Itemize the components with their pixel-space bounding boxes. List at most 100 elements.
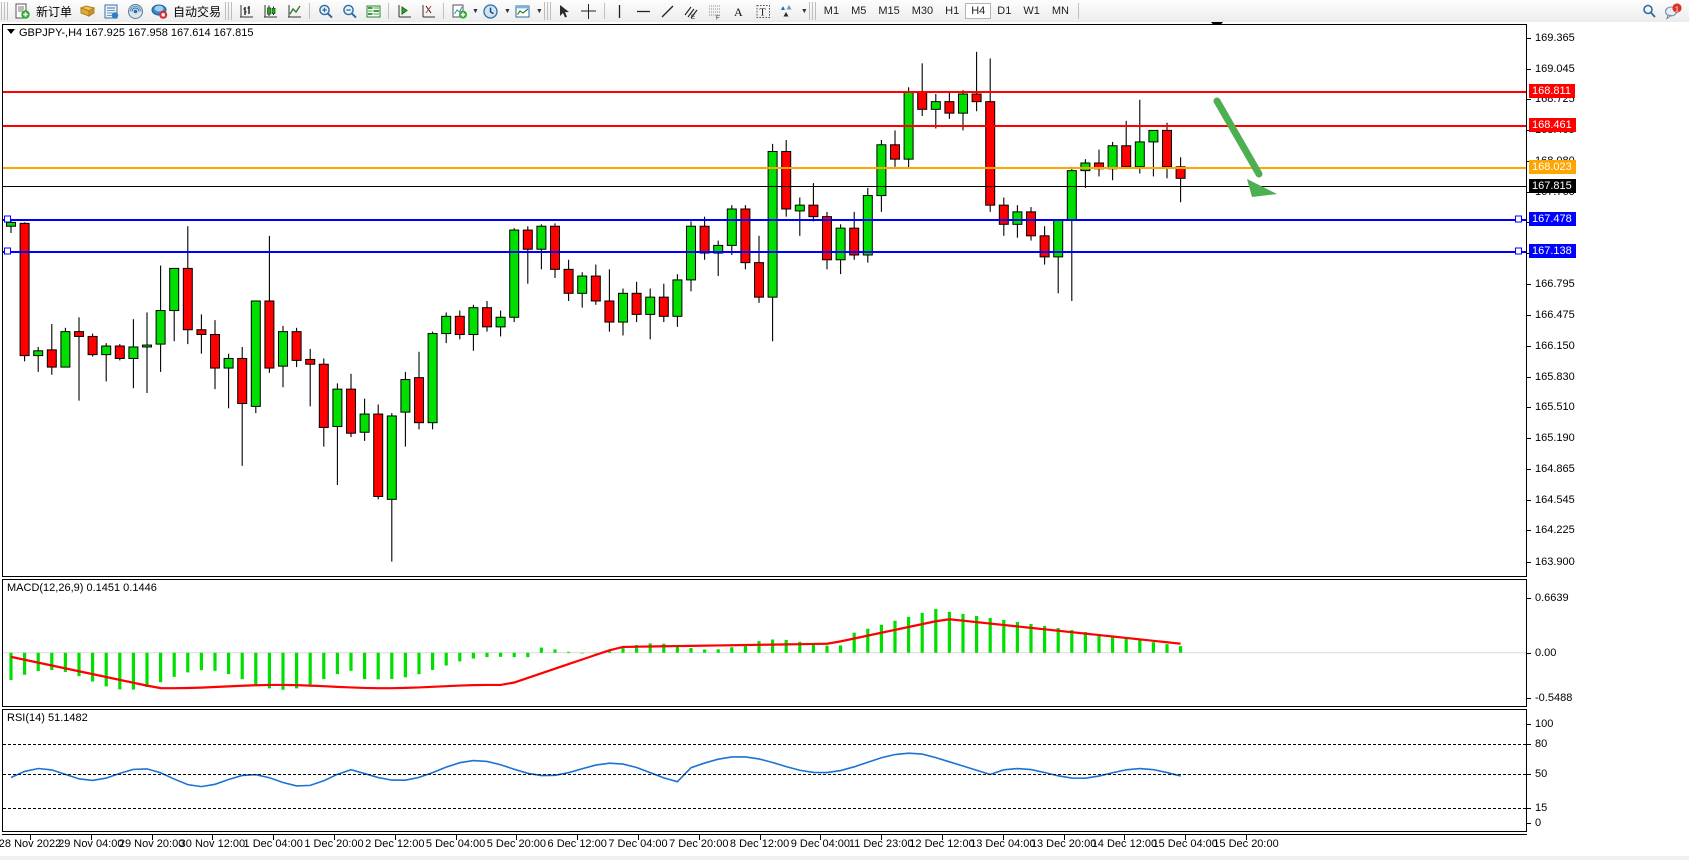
objects-dropdown-caret[interactable]: ▼ xyxy=(800,7,808,15)
timeframe-h4[interactable]: H4 xyxy=(965,3,992,19)
time-axis[interactable]: 28 Nov 2022 29 Nov 04:00 29 Nov 20:00 30 No… xyxy=(0,834,1527,858)
signal-icon[interactable] xyxy=(123,1,147,21)
new-order-label[interactable]: 新订单 xyxy=(36,4,73,19)
news-icon[interactable] xyxy=(99,1,123,21)
line-chart-icon[interactable] xyxy=(282,1,306,21)
level-line-current-price[interactable] xyxy=(3,186,1526,188)
price-tick-label: 165.830 xyxy=(1535,370,1575,383)
data-window-icon[interactable] xyxy=(361,1,385,21)
level-price-box-pivot-line[interactable]: 168.023 xyxy=(1529,159,1576,174)
time-tick xyxy=(1002,835,1004,840)
timeframe-m1[interactable]: M1 xyxy=(823,5,840,17)
level-price-box-resistance-lower[interactable]: 168.461 xyxy=(1529,117,1576,132)
rsi-tick xyxy=(1527,823,1531,824)
new-order-button[interactable] xyxy=(10,1,34,21)
crosshair-icon[interactable] xyxy=(577,1,601,21)
time-tick-label: 9 Dec 04:00 xyxy=(790,838,851,850)
notifications-icon[interactable]: 1 xyxy=(1661,1,1685,21)
period-dropdown-caret[interactable]: ▼ xyxy=(503,7,511,15)
trendline-icon[interactable] xyxy=(656,1,680,21)
alert-count: 1 xyxy=(1675,4,1679,13)
chart-area[interactable]: GBPJPY-,H4 167.925 167.958 167.614 167.8… xyxy=(0,22,1689,860)
price-tick xyxy=(1527,407,1531,409)
time-tick-label: 29 Nov 04:00 xyxy=(58,838,124,850)
toolbar-grip-3[interactable] xyxy=(543,2,551,20)
rsi-scale[interactable]: 100 80 50 15 0 xyxy=(1527,709,1687,832)
zoom-out-icon[interactable] xyxy=(337,1,361,21)
level-price-box-current-price[interactable]: 167.815 xyxy=(1529,179,1576,194)
level-line-support-lower[interactable] xyxy=(3,251,1526,254)
time-tick xyxy=(516,835,518,840)
time-tick-label: 13 Dec 04:00 xyxy=(970,838,1036,850)
time-tick-label: 15 Dec 04:00 xyxy=(1152,838,1218,850)
candle-chart-icon[interactable] xyxy=(258,1,282,21)
time-tick xyxy=(1185,835,1187,840)
level-line-support-upper[interactable] xyxy=(3,218,1526,221)
toolbar-grip-2[interactable] xyxy=(225,2,233,20)
vline-icon[interactable] xyxy=(608,1,632,21)
shift-end-icon[interactable] xyxy=(416,1,440,21)
rsi-level-50 xyxy=(3,773,1526,775)
search-icon[interactable] xyxy=(1637,1,1661,21)
label-icon[interactable]: T xyxy=(752,1,776,21)
timeframe-m5[interactable]: M5 xyxy=(851,5,867,17)
price-tick xyxy=(1527,314,1531,316)
bar-chart-icon[interactable] xyxy=(234,1,258,21)
timeframe-d1[interactable]: D1 xyxy=(997,5,1012,17)
level-price-box-support-lower[interactable]: 167.138 xyxy=(1529,244,1576,259)
cursor-icon[interactable] xyxy=(553,1,577,21)
folder-icon[interactable] xyxy=(75,1,99,21)
templates-dropdown-caret[interactable]: ▼ xyxy=(535,7,543,15)
text-icon[interactable]: A xyxy=(728,1,752,21)
templates-icon[interactable] xyxy=(511,1,535,21)
hline-icon[interactable] xyxy=(632,1,656,21)
timeframe-h1[interactable]: H1 xyxy=(945,5,960,17)
price-tick-label: 166.475 xyxy=(1535,308,1575,321)
time-tick-label: 5 Dec 04:00 xyxy=(425,838,486,850)
toolbar-separator-3 xyxy=(443,3,445,19)
equidistant-channel-icon[interactable]: E xyxy=(680,1,704,21)
price-tick-label: 166.795 xyxy=(1535,278,1575,291)
level-handle-right[interactable] xyxy=(1515,247,1522,255)
level-handle-left[interactable] xyxy=(4,215,11,223)
price-pane[interactable]: GBPJPY-,H4 167.925 167.958 167.614 167.8… xyxy=(2,24,1527,577)
macd-label: MACD(12,26,9) 0.1451 0.1446 xyxy=(7,582,157,594)
autotrade-icon[interactable] xyxy=(147,1,171,21)
level-price-box-resistance-upper[interactable]: 168.811 xyxy=(1529,84,1575,99)
timeframe-m30[interactable]: M30 xyxy=(911,5,934,17)
timeframe-mn[interactable]: MN xyxy=(1051,5,1069,17)
period-icon[interactable] xyxy=(479,1,503,21)
time-tick-label: 13 Dec 20:00 xyxy=(1030,838,1097,850)
level-line-pivot-line[interactable] xyxy=(3,166,1526,169)
level-line-resistance-upper[interactable] xyxy=(3,91,1526,94)
scroll-end-icon[interactable] xyxy=(392,1,416,21)
price-tick xyxy=(1527,376,1531,378)
objects-icon[interactable] xyxy=(776,1,800,21)
macd-scale[interactable]: 0.6639 0.00 -0.5488 xyxy=(1527,579,1687,707)
rsi-tick-label: 0 xyxy=(1535,817,1542,829)
time-tick-label: 28 Nov 2022 xyxy=(0,838,62,850)
level-handle-right[interactable] xyxy=(1515,215,1522,223)
timeframe-m15[interactable]: M15 xyxy=(878,5,900,17)
time-tick xyxy=(1063,835,1065,840)
level-price-box-support-upper[interactable]: 167.478 xyxy=(1529,211,1576,226)
price-tick-label: 169.045 xyxy=(1535,62,1575,75)
price-tick-label: 164.225 xyxy=(1535,524,1575,537)
zoom-in-icon[interactable] xyxy=(313,1,337,21)
indicator-dropdown-caret[interactable]: ▼ xyxy=(472,7,479,15)
toolbar-grip-1[interactable] xyxy=(1,2,8,20)
level-line-resistance-lower[interactable] xyxy=(3,124,1526,127)
macd-pane[interactable]: MACD(12,26,9) 0.1451 0.1446 xyxy=(2,579,1527,707)
level-handle-left[interactable] xyxy=(4,247,11,255)
collapse-arrow-icon[interactable] xyxy=(7,29,15,34)
rsi-tick-label: 50 xyxy=(1535,767,1548,780)
toolbar-grip-4[interactable] xyxy=(808,2,816,20)
macd-tick xyxy=(1527,598,1531,599)
fibonacci-icon[interactable]: F xyxy=(704,1,728,21)
macd-tick xyxy=(1527,698,1531,699)
add-indicator-icon[interactable] xyxy=(447,1,471,21)
price-scale[interactable]: 169.365169.045168.725168.405168.080167.7… xyxy=(1527,24,1687,577)
rsi-pane[interactable]: RSI(14) 51.1482 xyxy=(2,709,1527,832)
auto-trading-label[interactable]: 自动交易 xyxy=(173,4,222,19)
timeframe-w1[interactable]: W1 xyxy=(1023,5,1040,17)
